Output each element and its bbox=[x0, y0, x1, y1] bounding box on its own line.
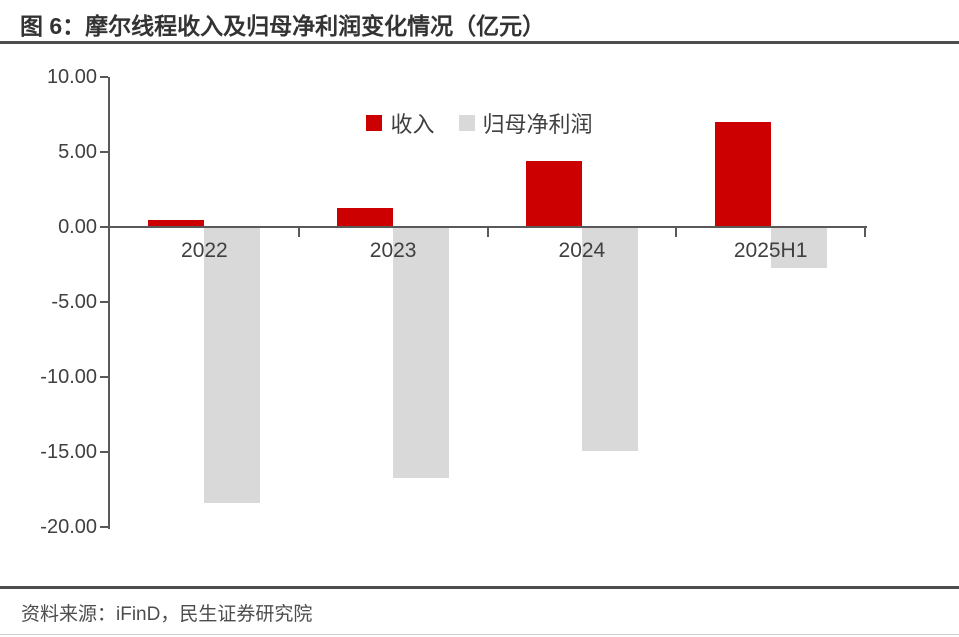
bar-revenue-2023 bbox=[337, 208, 394, 227]
y-axis-tick bbox=[100, 226, 108, 228]
y-axis-tick bbox=[100, 451, 108, 453]
x-category-label-2025H1: 2025H1 bbox=[733, 239, 808, 262]
bar-net-profit-2023 bbox=[393, 227, 450, 478]
y-axis-label: 5.00 bbox=[58, 141, 97, 163]
y-axis-tick bbox=[100, 76, 108, 78]
x-axis-tick bbox=[297, 228, 300, 237]
y-axis-label: -10.00 bbox=[40, 366, 97, 388]
source-note: 资料来源：iFinD，民生证券研究院 bbox=[21, 604, 313, 625]
x-category-label-2022: 2022 bbox=[181, 239, 228, 262]
y-axis-label: 0.00 bbox=[58, 216, 97, 238]
bar-revenue-2022 bbox=[148, 220, 205, 227]
x-axis-tick bbox=[675, 228, 678, 237]
y-axis-tick bbox=[100, 526, 108, 528]
x-axis-line bbox=[108, 226, 867, 228]
title-divider bbox=[0, 41, 959, 44]
y-axis-line bbox=[108, 77, 110, 529]
bar-revenue-2024 bbox=[525, 161, 582, 227]
footer-divider bbox=[0, 586, 959, 589]
bar-net-profit-2022 bbox=[204, 227, 261, 503]
y-axis-tick bbox=[100, 301, 108, 303]
y-axis-label: -5.00 bbox=[51, 291, 97, 313]
bar-revenue-2025H1 bbox=[714, 121, 771, 227]
bar-net-profit-2025H1 bbox=[770, 227, 827, 268]
figure-title: 图 6：摩尔线程收入及归母净利润变化情况（亿元） bbox=[20, 13, 546, 39]
bar-net-profit-2024 bbox=[581, 227, 638, 451]
page-bottom-border bbox=[0, 634, 959, 635]
y-axis-label: 10.00 bbox=[46, 66, 97, 88]
x-category-label-2024: 2024 bbox=[558, 239, 606, 262]
bar-chart: 收入 归母净利润 10.00 5.00 0.00 -5.00 -10.00 -15.00 -2… bbox=[0, 41, 959, 586]
x-category-label-2023: 2023 bbox=[369, 239, 417, 262]
y-axis-label: -15.00 bbox=[40, 441, 97, 463]
x-axis-tick bbox=[486, 228, 489, 237]
y-axis-tick bbox=[100, 151, 108, 153]
y-axis-label: -20.00 bbox=[40, 516, 97, 538]
y-axis-tick bbox=[100, 376, 108, 378]
x-axis-tick bbox=[864, 228, 866, 237]
